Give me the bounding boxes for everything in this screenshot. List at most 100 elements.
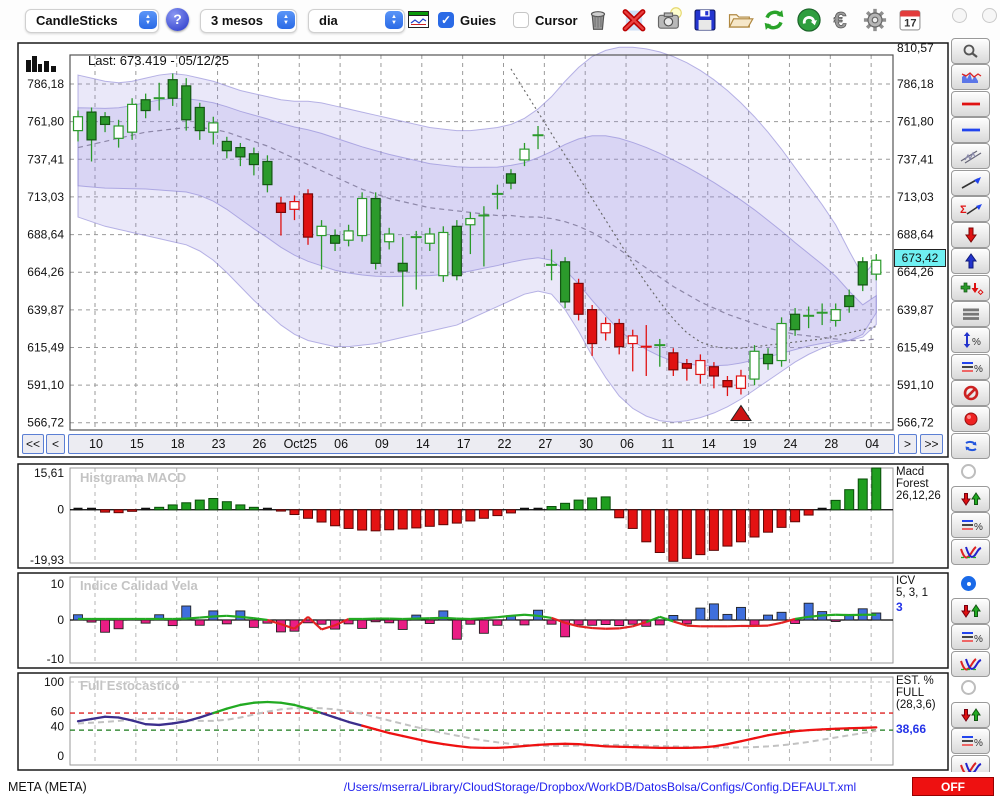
- icv-signal-line: [781, 617, 796, 624]
- candle: [302, 193, 314, 238]
- icv-signal-line: [808, 614, 823, 618]
- candle: [424, 233, 435, 244]
- delete-x-icon[interactable]: [620, 6, 648, 34]
- candle: [370, 197, 381, 264]
- stoch-annotation: EST. % FULL (28,3,6): [896, 675, 936, 711]
- candle: [465, 217, 476, 226]
- lines-percent-button[interactable]: %: [951, 624, 990, 651]
- stoch-main-line: [130, 719, 147, 726]
- updown-arrows-button[interactable]: [951, 598, 990, 624]
- gear-icon[interactable]: [861, 6, 889, 34]
- block-button[interactable]: [951, 379, 990, 406]
- icv-signal-line: [470, 617, 484, 621]
- stoch-select-radio[interactable]: [961, 680, 976, 695]
- icv-panel[interactable]: 10 0 -10: [0, 572, 1000, 669]
- sync-button[interactable]: [951, 432, 990, 459]
- candle: [573, 282, 584, 315]
- candle: [614, 322, 625, 348]
- red-hline-button[interactable]: [951, 90, 990, 117]
- blue-up-arrow-button[interactable]: [951, 248, 990, 275]
- record-button[interactable]: [951, 406, 990, 433]
- date-tick: 14: [415, 437, 430, 451]
- icv-signal-line: [822, 613, 836, 617]
- date-tick: 15: [129, 437, 144, 451]
- macd-panel-title: Histgrama MACD: [80, 470, 187, 485]
- list-button[interactable]: [951, 301, 990, 327]
- sum-trend-button[interactable]: Σ: [951, 195, 990, 222]
- trendline-button[interactable]: [951, 169, 990, 196]
- chart-type-select[interactable]: CandleSticks ▲ ▼: [25, 9, 159, 33]
- lines-percent-button[interactable]: %: [951, 353, 990, 380]
- icv-signal-line: [483, 616, 498, 620]
- lines-percent-button[interactable]: %: [951, 728, 990, 755]
- macd-histogram-panel[interactable]: 15,61 0 -19,93: [0, 463, 1000, 569]
- candle: [735, 375, 747, 389]
- date-tick: 17: [456, 437, 471, 451]
- icv-signal-line: [794, 615, 809, 621]
- updown-arrows-button[interactable]: [951, 702, 990, 728]
- timeframe-select[interactable]: dia ▲ ▼: [308, 9, 405, 33]
- undo-icon[interactable]: [795, 6, 823, 34]
- stoch-main-line: [333, 716, 350, 724]
- icv-select-radio[interactable]: [961, 576, 976, 591]
- scroll-next-button[interactable]: >: [898, 434, 917, 454]
- vscale-percent-button[interactable]: %: [951, 327, 990, 354]
- euro-icon[interactable]: €: [829, 6, 857, 34]
- icv-annotation: ICV 5, 3, 1: [896, 575, 928, 599]
- chart-window-icon[interactable]: [408, 11, 429, 28]
- date-tick: 28: [824, 437, 839, 451]
- window-close-button[interactable]: [982, 8, 997, 23]
- scroll-prev-button[interactable]: <: [46, 434, 65, 454]
- stoch-main-line: [536, 743, 553, 747]
- date-tick: 22: [497, 437, 512, 451]
- blue-hline-button[interactable]: [951, 116, 990, 143]
- guies-checkbox[interactable]: ✓: [438, 12, 454, 28]
- period-select[interactable]: 3 mesos ▲ ▼: [200, 9, 297, 33]
- last-price-label: Last: 673.419 - 05/12/25: [88, 53, 229, 68]
- scroll-last-button[interactable]: >>: [920, 434, 943, 454]
- save-icon[interactable]: [691, 6, 719, 34]
- window-minimize-button[interactable]: [952, 8, 967, 23]
- scroll-first-button[interactable]: <<: [22, 434, 44, 454]
- cursor-checkbox[interactable]: [513, 12, 529, 28]
- add-signal-button[interactable]: [951, 274, 990, 301]
- svg-text:0: 0: [57, 749, 64, 763]
- lines-percent-button[interactable]: %: [951, 512, 990, 539]
- toolbar: CandleSticks ▲ ▼ ? 3 mesos ▲ ▼ dia ▲ ▼ ✓ Gu…: [0, 0, 1000, 40]
- candle: [519, 148, 530, 161]
- stoch-main-line: [185, 716, 201, 723]
- updown-arrows-button[interactable]: [951, 486, 990, 512]
- date-tick: 30: [579, 437, 594, 451]
- icv-signal-line: [293, 616, 309, 630]
- chart-type-value: CandleSticks: [36, 13, 118, 28]
- channel-button[interactable]: [951, 143, 990, 170]
- date-tick: 04: [865, 437, 880, 451]
- icv-signal-line: [443, 616, 457, 620]
- open-folder-icon[interactable]: [726, 6, 754, 34]
- icv-signal-line: [226, 614, 241, 618]
- svg-text:17: 17: [904, 17, 916, 29]
- zoom-button[interactable]: [951, 38, 990, 64]
- stoch-value: 38,66: [896, 722, 927, 736]
- stoch-main-line: [266, 700, 283, 704]
- main-candlestick-chart[interactable]: 810,57 786,18 786,18 761,80 761,80 737,41 737,…: [0, 42, 1000, 460]
- date-axis-bar[interactable]: 10 15 18 23 26 Oct25 06 09 14 17 22 27 30 06 11 14 19 24 2…: [68, 434, 895, 454]
- camera-icon[interactable]: [655, 6, 683, 34]
- refresh-icon[interactable]: [760, 6, 788, 34]
- candle: [357, 197, 368, 237]
- off-button[interactable]: OFF: [912, 777, 994, 796]
- stoch-main-line: [699, 745, 716, 749]
- macd-select-radio[interactable]: [961, 464, 976, 479]
- volume-histogram-icon[interactable]: [25, 54, 59, 76]
- calendar-icon[interactable]: 17: [896, 6, 924, 34]
- trash-icon[interactable]: [584, 6, 612, 34]
- help-button[interactable]: ?: [166, 8, 189, 31]
- icv-signal-line: [551, 616, 566, 624]
- waves-button[interactable]: [951, 650, 990, 677]
- waves-button[interactable]: [951, 538, 990, 565]
- red-down-arrow-button[interactable]: [951, 222, 990, 249]
- indicator-chart-button[interactable]: [951, 64, 990, 91]
- svg-text:737,41: 737,41: [27, 152, 64, 166]
- stoch-main-line: [198, 711, 215, 719]
